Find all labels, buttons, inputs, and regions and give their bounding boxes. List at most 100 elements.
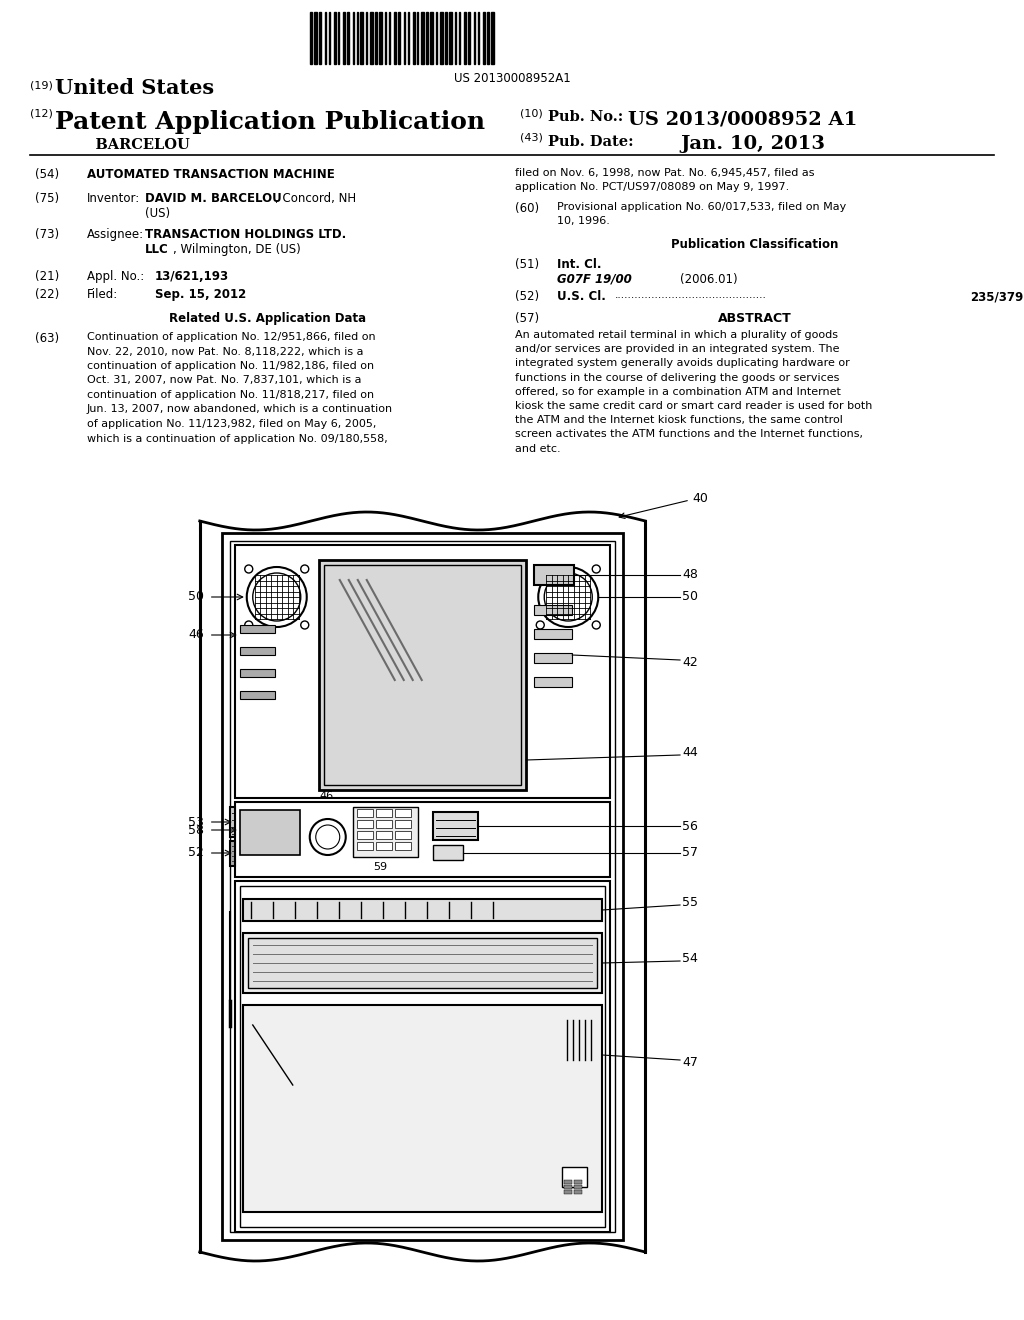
- Text: 50: 50: [682, 590, 698, 603]
- Text: Related U.S. Application Data: Related U.S. Application Data: [169, 312, 366, 325]
- Text: 52: 52: [187, 846, 204, 859]
- Text: Jun. 13, 2007, now abandoned, which is a continuation: Jun. 13, 2007, now abandoned, which is a…: [87, 404, 393, 414]
- Bar: [324, 565, 521, 785]
- Bar: [574, 1191, 583, 1195]
- Bar: [356, 832, 373, 840]
- Text: kiosk the same credit card or smart card reader is used for both: kiosk the same credit card or smart card…: [515, 401, 872, 411]
- Bar: [222, 533, 624, 1239]
- Bar: [468, 12, 470, 63]
- Text: and etc.: and etc.: [515, 444, 560, 454]
- Text: G07F 19/00: G07F 19/00: [557, 273, 632, 286]
- Bar: [243, 933, 602, 993]
- Bar: [483, 12, 485, 63]
- Text: US 20130008952A1: US 20130008952A1: [454, 73, 570, 84]
- Bar: [413, 12, 415, 63]
- Bar: [229, 841, 234, 866]
- Text: 10, 1996.: 10, 1996.: [557, 216, 610, 226]
- Text: the ATM and the Internet kiosk functions, the same control: the ATM and the Internet kiosk functions…: [515, 416, 843, 425]
- Bar: [535, 677, 572, 686]
- Text: BARCELOU: BARCELOU: [75, 139, 189, 152]
- Bar: [376, 832, 392, 840]
- Bar: [234, 880, 610, 1232]
- Text: (73): (73): [35, 228, 59, 242]
- Text: 44: 44: [682, 747, 697, 759]
- Bar: [440, 12, 443, 63]
- Text: (12): (12): [30, 108, 53, 117]
- Text: 54: 54: [682, 953, 698, 965]
- Bar: [234, 803, 610, 876]
- Bar: [376, 820, 392, 828]
- Bar: [248, 939, 597, 987]
- Bar: [229, 541, 615, 1232]
- Text: An automated retail terminal in which a plurality of goods: An automated retail terminal in which a …: [515, 330, 838, 341]
- Text: (60): (60): [515, 202, 539, 215]
- Text: (63): (63): [35, 333, 59, 345]
- Bar: [379, 12, 382, 63]
- Text: (75): (75): [35, 191, 59, 205]
- Bar: [240, 624, 274, 634]
- Bar: [433, 812, 478, 840]
- Text: TRANSACTION HOLDINGS LTD.: TRANSACTION HOLDINGS LTD.: [145, 228, 346, 242]
- Bar: [535, 630, 572, 639]
- Text: of application No. 11/123,982, filed on May 6, 2005,: of application No. 11/123,982, filed on …: [87, 418, 377, 429]
- Bar: [356, 842, 373, 850]
- Bar: [376, 809, 392, 817]
- Text: 59: 59: [373, 862, 387, 873]
- Text: , Wilmington, DE (US): , Wilmington, DE (US): [173, 243, 301, 256]
- Text: .............................................: ........................................…: [615, 290, 767, 300]
- Text: United States: United States: [55, 78, 214, 98]
- Bar: [240, 669, 274, 677]
- Bar: [433, 845, 463, 861]
- Text: 50: 50: [187, 590, 204, 603]
- Text: Sep. 15, 2012: Sep. 15, 2012: [155, 288, 246, 301]
- Text: Pub. Date:: Pub. Date:: [548, 135, 634, 149]
- Text: 235/379: 235/379: [970, 290, 1023, 304]
- Bar: [464, 12, 466, 63]
- Bar: [490, 12, 494, 63]
- Bar: [243, 899, 602, 921]
- Bar: [449, 12, 452, 63]
- Text: 48: 48: [682, 569, 698, 582]
- Text: application No. PCT/US97/08089 on May 9, 1997.: application No. PCT/US97/08089 on May 9,…: [515, 182, 790, 191]
- Bar: [318, 560, 526, 789]
- Text: (54): (54): [35, 168, 59, 181]
- Text: Nov. 22, 2010, now Pat. No. 8,118,222, which is a: Nov. 22, 2010, now Pat. No. 8,118,222, w…: [87, 346, 364, 356]
- Bar: [535, 653, 572, 663]
- Bar: [430, 12, 433, 63]
- Text: (10): (10): [520, 108, 543, 117]
- Bar: [319, 12, 321, 63]
- Text: which is a continuation of application No. 09/180,558,: which is a continuation of application N…: [87, 433, 388, 444]
- Bar: [564, 1180, 572, 1184]
- Text: Appl. No.:: Appl. No.:: [87, 271, 144, 282]
- Text: Continuation of application No. 12/951,866, filed on: Continuation of application No. 12/951,8…: [87, 333, 376, 342]
- Bar: [376, 842, 392, 850]
- Bar: [240, 810, 300, 855]
- Text: continuation of application No. 11/982,186, filed on: continuation of application No. 11/982,1…: [87, 360, 374, 371]
- Bar: [240, 886, 605, 1228]
- Text: (21): (21): [35, 271, 59, 282]
- Bar: [243, 1005, 602, 1212]
- Text: Patent Application Publication: Patent Application Publication: [55, 110, 485, 135]
- Bar: [445, 12, 447, 63]
- Bar: [234, 545, 610, 799]
- Text: (19): (19): [30, 81, 53, 90]
- Text: US 2013/0008952 A1: US 2013/0008952 A1: [628, 110, 857, 128]
- Bar: [421, 12, 424, 63]
- Bar: [487, 12, 489, 63]
- Text: Jan. 10, 2013: Jan. 10, 2013: [680, 135, 825, 153]
- Text: Filed:: Filed:: [87, 288, 118, 301]
- Text: (52): (52): [515, 290, 539, 304]
- Bar: [394, 842, 411, 850]
- Bar: [347, 12, 349, 63]
- Bar: [426, 12, 428, 63]
- Bar: [398, 12, 400, 63]
- Text: (43): (43): [520, 133, 543, 143]
- Bar: [240, 647, 274, 655]
- Text: integrated system generally avoids duplicating hardware or: integrated system generally avoids dupli…: [515, 359, 850, 368]
- Text: Publication Classification: Publication Classification: [671, 238, 839, 251]
- Text: (51): (51): [515, 257, 539, 271]
- Text: Inventor:: Inventor:: [87, 191, 140, 205]
- Text: continuation of application No. 11/818,217, filed on: continuation of application No. 11/818,2…: [87, 389, 374, 400]
- Bar: [535, 605, 572, 615]
- Text: 58: 58: [187, 824, 204, 837]
